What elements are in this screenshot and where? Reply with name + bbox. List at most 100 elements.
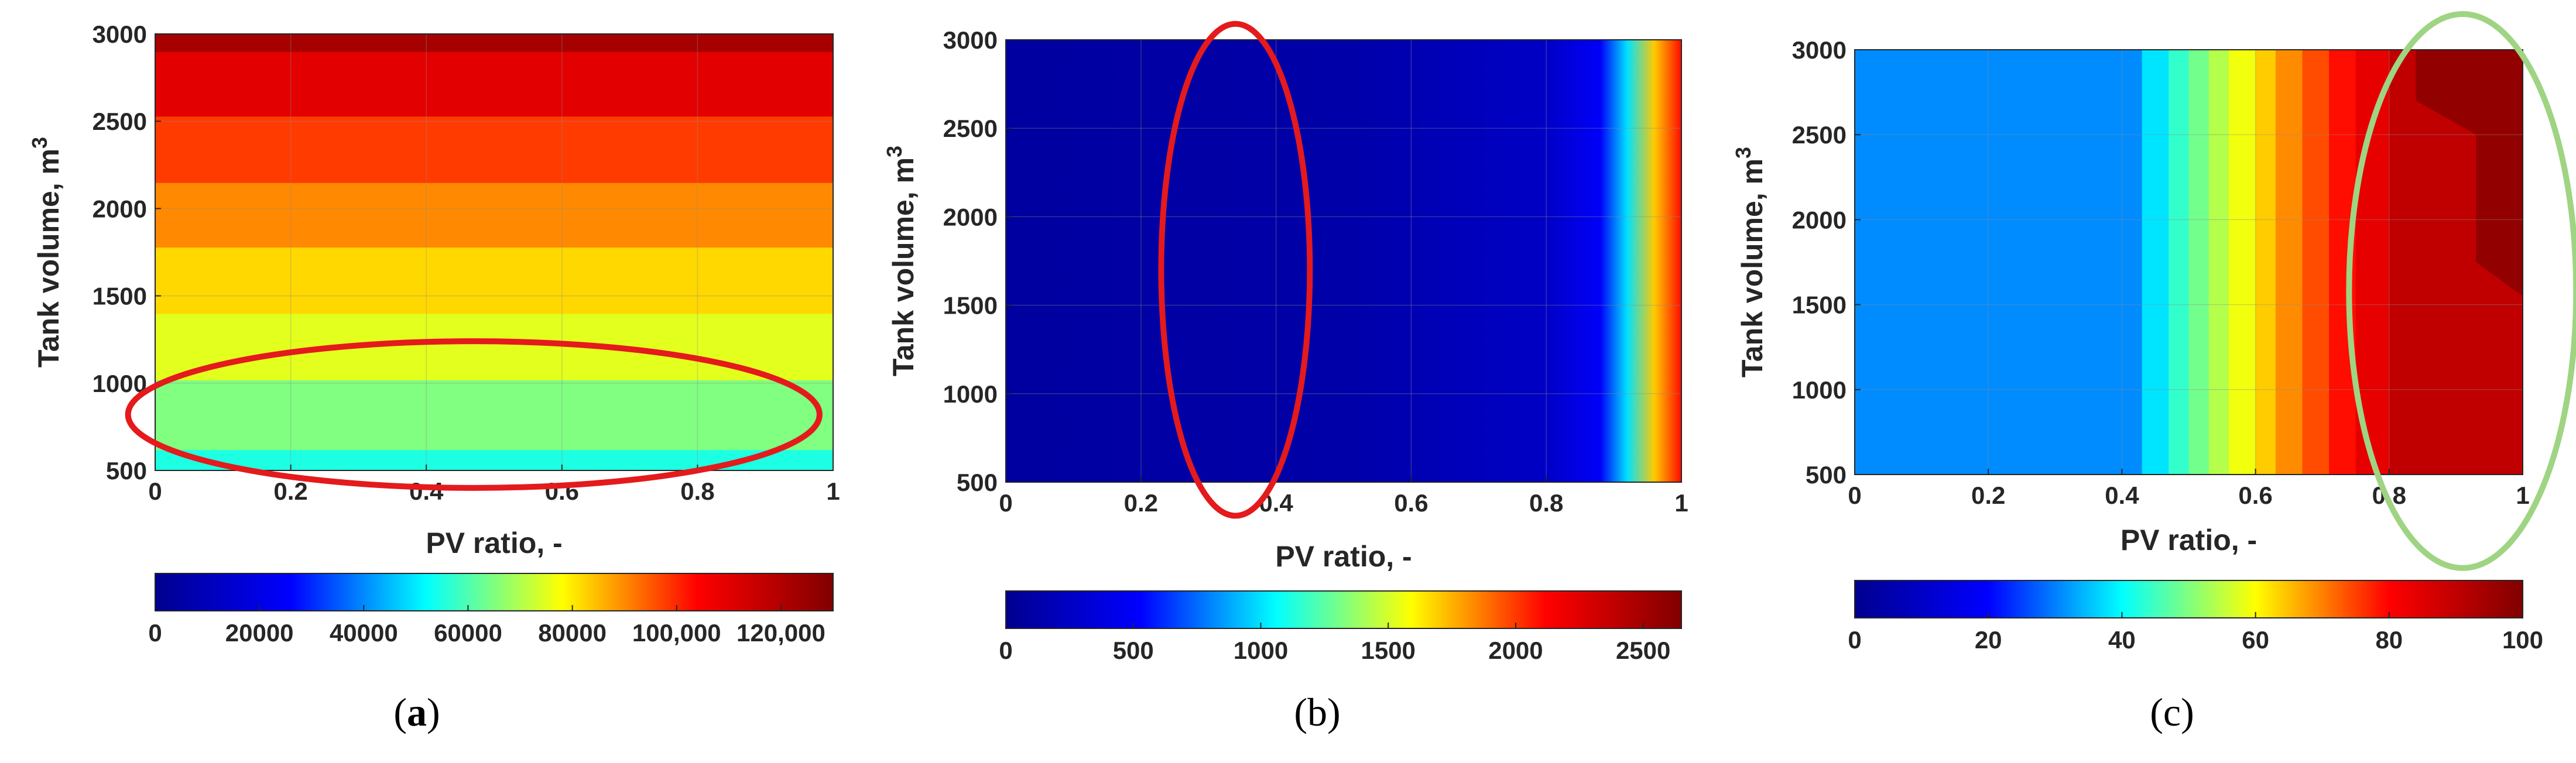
x-tick-label: 0.2 [1124, 489, 1158, 517]
y-tick-label: 2500 [943, 115, 998, 142]
x-tick-label: 0.6 [545, 477, 579, 505]
panel-c-heatmap: 0 0.2 0.4 0.6 0.8 150010001500200025003000PV … [1731, 11, 2576, 654]
x-tick-label: 0 [148, 477, 162, 505]
contour-band-1 [155, 379, 833, 451]
colorbar-tick-label: 80000 [538, 619, 607, 647]
y-tick-label: 2000 [943, 203, 998, 231]
panel-b-heatmap: 0 0.2 0.4 0.6 0.8 150010001500200025003000PV … [882, 20, 1688, 664]
y-tick-label: 3000 [1792, 36, 1847, 64]
contour-band-3 [155, 247, 833, 314]
contour-band-6 [155, 51, 833, 117]
x-tick-label: 0 [1848, 482, 1861, 509]
colorbar-tick-label: 0 [999, 637, 1012, 664]
colorbar-tick-label: 100,000 [632, 619, 721, 647]
contour-band-5 [155, 116, 833, 183]
panel-a-letter: a [407, 690, 427, 734]
y-tick-label: 500 [106, 457, 147, 484]
contour-band-0 [1855, 50, 2143, 475]
y-axis-label: Tank volume, m3 [28, 137, 65, 367]
colorbar-tick-label: 60 [2242, 626, 2269, 654]
x-axis-label: PV ratio, - [1275, 540, 1412, 573]
panel-a-label: (a) [393, 690, 440, 734]
x-tick-label: 0.2 [1971, 482, 2005, 509]
panel-b-label: (b) [1294, 690, 1340, 734]
y-tick-label: 1500 [93, 283, 147, 310]
y-tick-label: 2500 [1792, 121, 1847, 149]
colorbar-tick-label: 500 [1113, 637, 1154, 664]
contour-band-3 [2188, 50, 2210, 475]
plot-frame-c [1854, 49, 2523, 475]
x-tick-label: 1 [2516, 482, 2529, 509]
colorbar-tick-label: 2000 [1488, 637, 1543, 664]
plot-area-b [1006, 40, 1681, 482]
contour-band-4 [2208, 50, 2229, 475]
contour-band-6 [2255, 50, 2276, 475]
contour-band-2 [2169, 50, 2190, 475]
colorbar-tick-label: 100 [2502, 626, 2543, 654]
x-tick-label: 0.4 [2105, 482, 2139, 509]
colorbar-tick-label: 2500 [1616, 637, 1670, 664]
plot-area-c [1855, 50, 2523, 475]
colorbar-tick-label: 20000 [225, 619, 294, 647]
contour-band-4 [155, 182, 833, 248]
plot-frame-a [155, 33, 834, 471]
colorbar-tick-label: 1500 [1361, 637, 1415, 664]
x-tick-label: 0.4 [409, 477, 444, 505]
x-tick-label: 0.2 [273, 477, 307, 505]
x-axis-label: PV ratio, - [426, 527, 562, 559]
colorbar-a [155, 573, 834, 611]
contour-band-7 [2275, 50, 2303, 475]
panel-b-letter: b [1307, 690, 1327, 734]
colorbar-tick-label: 20 [1975, 626, 2002, 654]
colorbar-tick-label: 120,000 [737, 619, 825, 647]
x-tick-label: 0 [999, 489, 1012, 517]
y-tick-label: 500 [957, 469, 998, 496]
contour-band-5 [2228, 50, 2256, 475]
panel-c-letter: c [2163, 690, 2181, 734]
y-tick-label: 1500 [1792, 291, 1847, 319]
y-axis-label: Tank volume, m3 [1731, 147, 1769, 377]
contour-band-7 [155, 34, 833, 52]
max-region [2416, 50, 2523, 297]
contour-band-2 [155, 313, 833, 380]
x-tick-label: 1 [1674, 489, 1688, 517]
y-tick-label: 1000 [943, 380, 998, 408]
colorbar-tick-label: 40 [2108, 626, 2136, 654]
x-axis-label: PV ratio, - [2121, 524, 2257, 556]
y-tick-label: 1500 [943, 292, 998, 319]
y-tick-label: 3000 [943, 26, 998, 54]
colorbar-tick-label: 80 [2375, 626, 2403, 654]
x-tick-label: 0.6 [1394, 489, 1428, 517]
y-tick-label: 1000 [1792, 376, 1847, 404]
plot-frame-b [1005, 39, 1682, 483]
y-axis-label: Tank volume, m3 [882, 146, 920, 376]
y-tick-label: 2000 [93, 195, 147, 222]
x-tick-label: 0.6 [2238, 482, 2272, 509]
colorbar-c [1854, 580, 2523, 618]
highlight-ellipse-c [2346, 11, 2576, 571]
y-tick-label: 2000 [1792, 206, 1847, 233]
plot-area-a [155, 34, 833, 470]
heatmap-surface [1006, 40, 1681, 482]
panel-a-heatmap: 0 0.2 0.4 0.6 0.8 150010001500200025003000PV … [28, 20, 840, 647]
colorbar-tick-label: 0 [1848, 626, 1861, 654]
x-tick-label: 0.8 [1529, 489, 1563, 517]
x-tick-label: 0.8 [680, 477, 714, 505]
y-tick-label: 1000 [93, 370, 147, 397]
colorbar-b [1005, 590, 1682, 629]
panel-c-label: (c) [2150, 690, 2194, 734]
highlight-ellipse-b [1158, 20, 1313, 519]
colorbar-tick-label: 0 [148, 619, 162, 647]
highlight-ellipse-a [125, 338, 823, 491]
y-tick-label: 3000 [93, 20, 147, 48]
contour-band-0 [155, 449, 833, 470]
contour-band-8 [2302, 50, 2330, 475]
x-tick-label: 1 [826, 477, 840, 505]
colorbar-tick-label: 40000 [330, 619, 398, 647]
colorbar-tick-label: 60000 [434, 619, 502, 647]
grid-b [1005, 39, 1682, 483]
contour-band-1 [2142, 50, 2170, 475]
y-tick-label: 2500 [93, 108, 147, 135]
y-tick-label: 500 [1806, 461, 1847, 489]
